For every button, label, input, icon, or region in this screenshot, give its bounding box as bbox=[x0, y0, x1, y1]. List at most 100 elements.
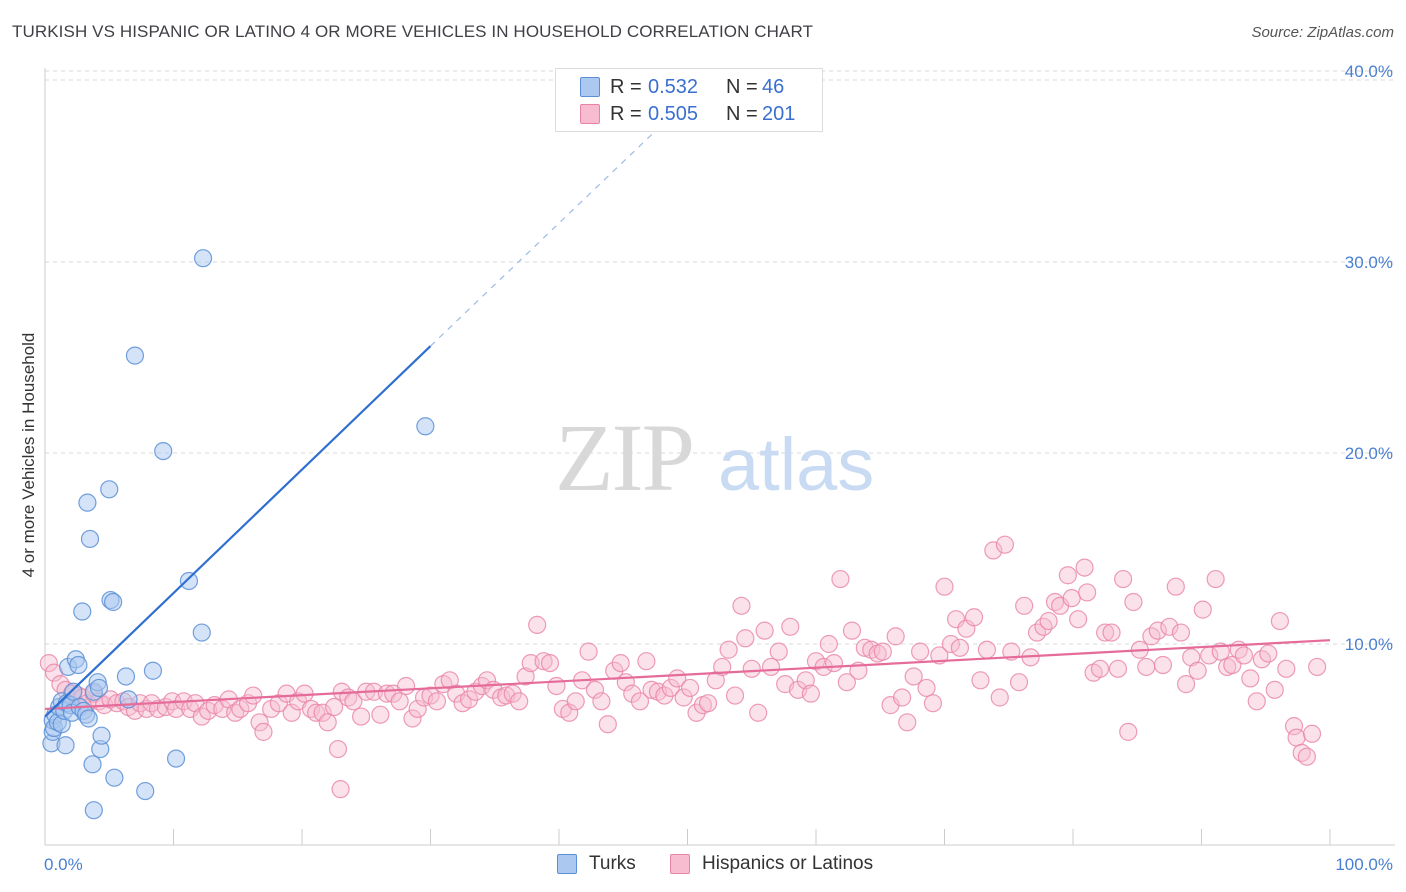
hispanic-point bbox=[331, 780, 350, 799]
turks-trend-line bbox=[44, 345, 432, 718]
hispanic-point bbox=[1034, 617, 1053, 636]
y-tick-label: 10.0% bbox=[1345, 635, 1393, 654]
hispanic-point bbox=[1206, 569, 1225, 589]
hispanic-point bbox=[655, 686, 674, 705]
hispanic-point bbox=[516, 667, 535, 686]
hispanic-point bbox=[1308, 657, 1327, 677]
legend-n-value-hispanics: 201 bbox=[762, 102, 796, 125]
legend-item-turks[interactable]: Turks bbox=[557, 850, 636, 878]
hispanic-point bbox=[560, 703, 579, 722]
hispanic-point bbox=[680, 678, 700, 698]
hispanic-point bbox=[1102, 623, 1121, 642]
y-tick-label: 20.0% bbox=[1345, 444, 1393, 463]
turks-point bbox=[105, 768, 124, 787]
hispanic-point bbox=[637, 652, 656, 671]
x-tick-label-min: 0.0% bbox=[44, 855, 83, 874]
hispanic-point bbox=[630, 692, 650, 711]
turks-point bbox=[78, 493, 97, 512]
turks-point bbox=[179, 571, 199, 591]
hispanic-point bbox=[371, 705, 390, 724]
hispanic-point bbox=[1259, 644, 1278, 663]
hispanic-point bbox=[408, 699, 427, 719]
hispanic-point bbox=[1188, 661, 1207, 680]
hispanic-point bbox=[1058, 566, 1077, 585]
turks-point bbox=[84, 801, 103, 820]
legend-r-label: R = bbox=[610, 75, 642, 98]
turks-point bbox=[89, 678, 109, 698]
watermark: ZIP atlas bbox=[555, 404, 874, 511]
hispanic-point bbox=[39, 653, 58, 673]
grid-lines bbox=[45, 70, 1395, 645]
hispanic-point bbox=[1247, 692, 1266, 711]
legend-n-label: N = bbox=[726, 102, 758, 125]
turks-point bbox=[73, 602, 92, 621]
hispanic-point bbox=[781, 617, 800, 636]
hispanic-point bbox=[719, 640, 738, 659]
hispanic-point bbox=[732, 596, 751, 615]
hispanic-point bbox=[510, 692, 529, 711]
hispanic-point bbox=[977, 640, 997, 659]
y-tick-label: 30.0% bbox=[1345, 253, 1393, 272]
legend-r-value-turks: 0.532 bbox=[648, 75, 699, 98]
x-tick-label-max: 100.0% bbox=[1335, 855, 1393, 874]
hispanic-point bbox=[1270, 611, 1289, 631]
legend-swatch-turks bbox=[557, 854, 577, 874]
hispanic-point bbox=[1277, 659, 1296, 678]
turks-point bbox=[193, 249, 213, 268]
legend-n-label: N = bbox=[726, 75, 758, 98]
legend-label-hispanics: Hispanics or Latinos bbox=[702, 853, 874, 874]
hispanic-point bbox=[1297, 747, 1316, 766]
legend-stats: R = 0.532 N = 46 R = 0.505 N = 201 bbox=[555, 68, 823, 132]
hispanic-point bbox=[1176, 675, 1196, 694]
hispanic-point bbox=[1160, 617, 1179, 636]
hispanic-point bbox=[1166, 577, 1185, 596]
turks-point bbox=[136, 781, 155, 801]
hispanic-point bbox=[837, 673, 856, 692]
hispanic-point bbox=[831, 569, 850, 589]
hispanic-point bbox=[898, 713, 917, 732]
hispanic-point bbox=[390, 692, 409, 711]
hispanic-trend-line bbox=[44, 639, 1331, 711]
hispanic-point bbox=[842, 621, 862, 640]
hispanic-point bbox=[971, 671, 990, 690]
hispanic-point bbox=[1119, 722, 1138, 741]
hispanic-point bbox=[698, 694, 718, 713]
turks-point bbox=[79, 709, 98, 728]
hispanic-point bbox=[254, 722, 273, 741]
hispanic-point bbox=[1015, 596, 1034, 615]
hispanic-point bbox=[713, 657, 732, 677]
turks-trend-extension bbox=[430, 118, 669, 347]
hispanic-point bbox=[941, 634, 961, 654]
legend-item-hispanics[interactable]: Hispanics or Latinos bbox=[670, 850, 873, 878]
chart-title: TURKISH VS HISPANIC OR LATINO 4 OR MORE … bbox=[12, 22, 814, 41]
hispanic-point bbox=[1002, 642, 1021, 661]
hispanic-point bbox=[282, 703, 301, 722]
source-label: Source: ZipAtlas.com bbox=[1251, 24, 1394, 41]
hispanic-point bbox=[566, 692, 585, 711]
hispanic-point bbox=[269, 694, 288, 713]
hispanic-point bbox=[250, 713, 269, 732]
hispanic-point bbox=[1241, 669, 1260, 688]
hispanic-point bbox=[547, 676, 566, 696]
hispanic-point bbox=[318, 713, 337, 732]
hispanic-point bbox=[674, 688, 693, 707]
hispanic-point bbox=[1171, 623, 1191, 642]
hispanic-point bbox=[598, 715, 617, 734]
hispanic-point bbox=[1124, 592, 1143, 612]
turks-point bbox=[69, 655, 88, 675]
turks-point bbox=[143, 661, 163, 680]
turks-point bbox=[116, 667, 136, 686]
hispanic-point bbox=[990, 688, 1009, 707]
hispanic-point bbox=[904, 667, 923, 686]
hispanic-point bbox=[1284, 717, 1304, 736]
watermark-zip: ZIP bbox=[555, 404, 693, 511]
hispanic-point bbox=[930, 646, 949, 665]
hispanic-point bbox=[796, 671, 815, 690]
hispanic-point bbox=[540, 653, 560, 673]
hispanic-point bbox=[623, 684, 642, 703]
legend-label-turks: Turks bbox=[589, 853, 636, 874]
hispanic-point bbox=[935, 577, 954, 596]
turks-point bbox=[92, 726, 111, 745]
hispanic-point bbox=[579, 642, 598, 661]
hispanic-point bbox=[427, 692, 447, 711]
